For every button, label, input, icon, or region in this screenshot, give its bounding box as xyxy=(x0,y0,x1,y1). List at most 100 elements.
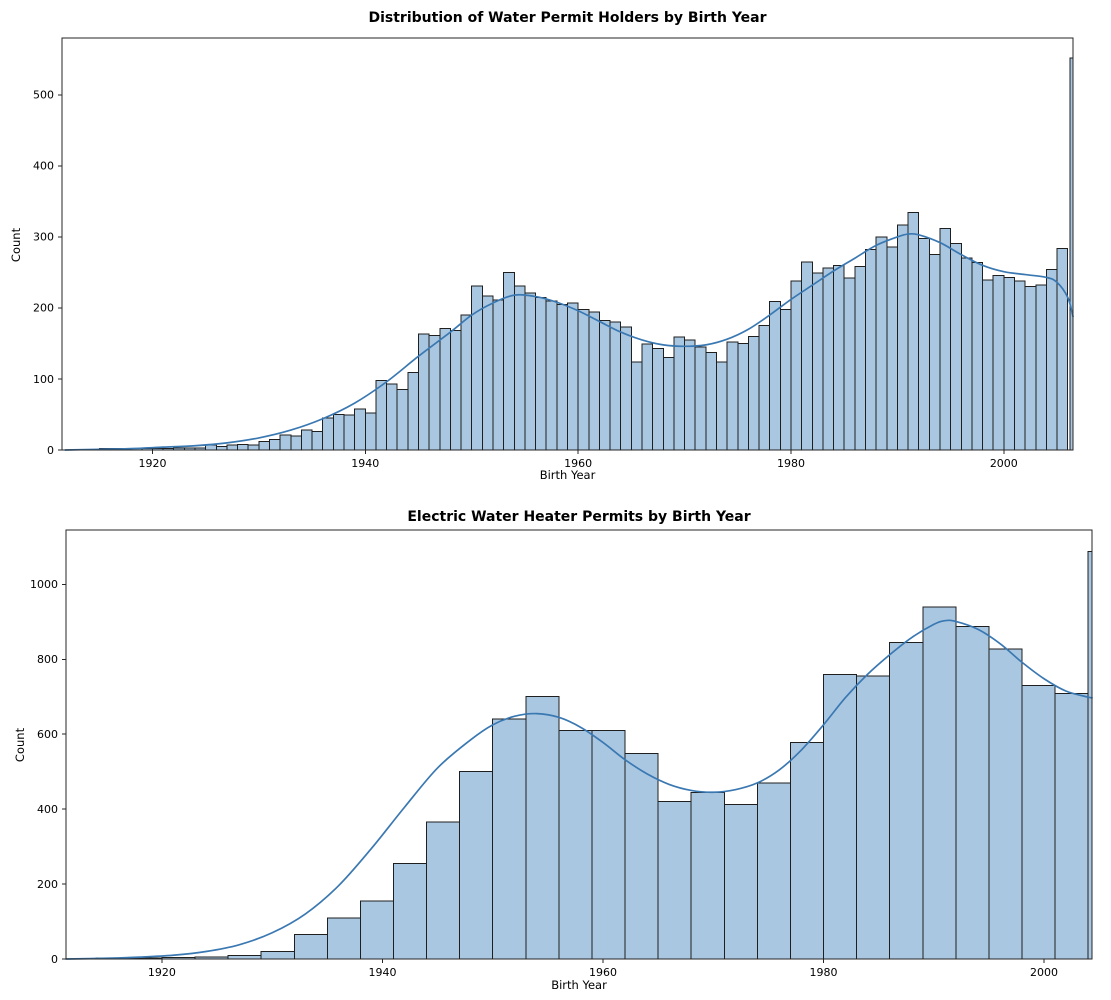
histogram-bar xyxy=(737,342,749,451)
histogram-bar xyxy=(247,444,260,451)
x-tick-label: 1940 xyxy=(368,966,396,979)
histogram-bar xyxy=(856,675,891,960)
histogram-bar xyxy=(386,383,398,451)
x-tick-label: 1940 xyxy=(351,457,379,470)
histogram-bar xyxy=(407,372,420,451)
kde-curve xyxy=(64,232,1074,451)
histogram-bar xyxy=(756,782,791,960)
histogram-bar xyxy=(811,272,824,451)
y-tick-label: 1000 xyxy=(30,578,58,591)
x-tick-label: 2000 xyxy=(1030,966,1058,979)
histogram-bar xyxy=(690,791,725,960)
histogram-bar xyxy=(279,434,292,451)
histogram-bar xyxy=(684,339,696,451)
histogram-bar xyxy=(886,246,898,451)
histogram-bar xyxy=(789,741,825,960)
histogram-bar xyxy=(503,271,515,451)
histogram-bar xyxy=(567,302,579,451)
histogram-bar xyxy=(258,440,271,451)
histogram-bar xyxy=(992,274,1005,451)
top-histogram-figure: Distribution of Water Permit Holders by … xyxy=(9,10,1074,482)
y-tick-label: 0 xyxy=(51,953,58,966)
x-axis-ticks: 1920 1940 1960 1980 2000 xyxy=(138,450,1018,470)
y-tick-label: 200 xyxy=(33,302,54,315)
histogram-bar xyxy=(928,254,941,451)
histogram-bar xyxy=(1035,284,1047,451)
histogram-bar xyxy=(591,729,626,960)
histogram-bar xyxy=(556,303,568,451)
histogram-bar xyxy=(758,325,771,451)
histogram-bar xyxy=(896,224,909,451)
plot-frame xyxy=(65,529,1093,960)
histogram-bar xyxy=(354,408,366,451)
histogram-bar xyxy=(960,257,973,451)
histogram-bar xyxy=(673,336,686,451)
histogram-bar xyxy=(227,955,262,960)
histogram-bar xyxy=(889,641,924,960)
histogram-bar xyxy=(598,320,611,451)
histogram-bar xyxy=(822,267,835,451)
histogram-bar xyxy=(641,343,654,451)
x-tick-label: 1980 xyxy=(810,966,838,979)
y-tick-label: 800 xyxy=(37,653,58,666)
histogram-bar xyxy=(715,361,728,451)
y-tick-label: 300 xyxy=(33,231,54,244)
edge-spike-bar xyxy=(1087,550,1093,960)
kde-curve xyxy=(65,619,1093,960)
top-chart-x-axis-label: Birth Year xyxy=(539,468,596,482)
x-tick-label: 1980 xyxy=(777,457,805,470)
histogram-bar xyxy=(790,280,803,451)
y-tick-label: 500 xyxy=(33,89,54,102)
histogram-bar xyxy=(843,277,856,451)
y-tick-label: 100 xyxy=(33,373,54,386)
histogram-bar xyxy=(907,212,920,451)
histogram-bar xyxy=(343,414,356,451)
histogram-bar xyxy=(364,412,377,451)
histogram-bar xyxy=(237,443,249,451)
histogram-bar xyxy=(950,242,962,451)
histogram-bar xyxy=(769,301,781,451)
histogram-bar xyxy=(359,900,394,960)
histogram-bar xyxy=(525,696,560,960)
histogram-bar xyxy=(577,308,590,451)
histogram-bar xyxy=(1056,247,1069,451)
histogram-bar xyxy=(982,279,994,451)
histogram-bar xyxy=(392,862,428,960)
y-tick-label: 400 xyxy=(33,160,54,173)
y-axis-ticks: 0 200 400 600 800 1000 xyxy=(30,578,66,966)
top-histogram-plot: 1920 1940 1960 1980 200 0 0 100 200 300 400 500 xyxy=(33,37,1074,470)
y-tick-label: 600 xyxy=(37,728,58,741)
histogram-bar xyxy=(922,606,957,960)
histogram-bar xyxy=(1021,684,1056,960)
histogram-bar xyxy=(726,341,739,451)
histogram-bar xyxy=(694,346,707,451)
histogram-bar xyxy=(939,227,952,451)
histogram-bar xyxy=(823,673,858,960)
x-tick-label: 1960 xyxy=(564,457,592,470)
y-tick-label: 0 xyxy=(47,444,54,457)
histogram-bar xyxy=(609,321,622,451)
histogram-bar xyxy=(535,296,547,451)
x-tick-label: 1920 xyxy=(138,457,166,470)
x-tick-label: 1960 xyxy=(589,966,617,979)
histogram-bar xyxy=(662,357,675,451)
histogram-bar xyxy=(524,292,537,451)
histogram-bar xyxy=(300,429,313,451)
histogram-bar xyxy=(747,335,760,451)
histogram-bar xyxy=(588,311,600,451)
top-chart-title: Distribution of Water Permit Holders by … xyxy=(368,10,767,26)
histogram-bar xyxy=(1024,286,1037,451)
y-axis-ticks: 0 100 200 300 400 500 xyxy=(33,89,62,457)
plot-frame xyxy=(61,37,1074,451)
histogram-bar xyxy=(558,729,593,960)
histogram-bar xyxy=(620,326,632,451)
histogram-bar xyxy=(652,347,664,451)
histogram-bar xyxy=(439,328,451,451)
y-tick-label: 400 xyxy=(37,803,58,816)
histogram-bar xyxy=(1045,269,1058,451)
histogram-bar xyxy=(513,285,526,451)
bottom-histogram-plot: 1920 1940 1960 1980 2000 0 200 400 600 800 1000 xyxy=(30,529,1093,979)
histogram-bar xyxy=(459,771,494,960)
histogram-bar xyxy=(449,330,462,451)
histogram-bars xyxy=(95,550,1093,960)
